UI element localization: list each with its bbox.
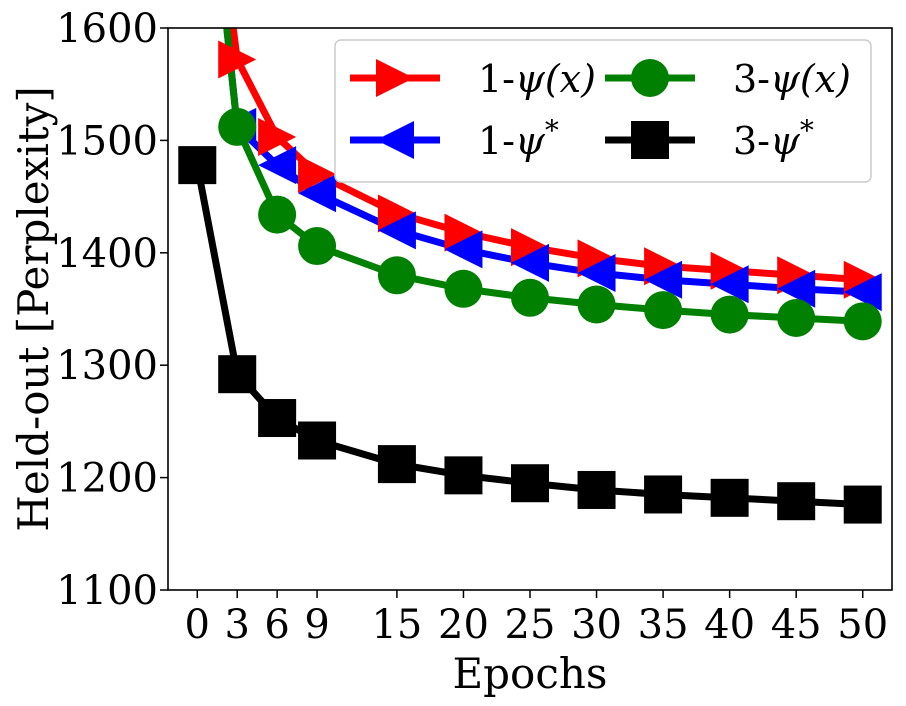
x-tick-label-1: 3: [224, 602, 249, 648]
series-3-point-11: [843, 485, 882, 524]
series-3-point-6: [511, 464, 549, 503]
series-3-point-2: [258, 399, 297, 438]
x-tick-label-6: 25: [505, 602, 556, 648]
series-3-point-8: [644, 475, 683, 514]
series-2-point-2: [258, 195, 297, 234]
series-2-point-3: [298, 227, 337, 266]
legend-label-0: 1-ψ(x): [478, 57, 596, 101]
legend: 1-ψ(x) 1-ψ* 3-ψ(x) 3-ψ*: [334, 39, 872, 183]
y-tick-label-5: 1600: [56, 6, 158, 52]
series-2-point-10: [777, 298, 816, 337]
series-3-point-7: [577, 470, 616, 509]
series-3-point-10: [777, 482, 816, 521]
series-2-point-9: [710, 295, 749, 334]
series-0-point-6: [511, 228, 549, 267]
series-3-point-1: [218, 355, 257, 394]
legend-marker-1: [376, 121, 414, 159]
series-1-point-4: [377, 211, 416, 250]
series-2-point-6: [511, 278, 549, 317]
series-line-3: [193, 161, 867, 509]
series-2-point-5: [444, 269, 483, 308]
series-1-point-8: [644, 260, 683, 299]
series-2-point-8: [644, 291, 683, 330]
x-tick-label-4: 15: [371, 602, 422, 648]
legend-marker-0: [376, 59, 414, 97]
series-0-point-2: [258, 118, 297, 157]
series-0-point-7: [577, 239, 616, 278]
x-tick-label-5: 20: [438, 602, 489, 648]
legend-marker-2: [631, 59, 669, 97]
x-tick-label-3: 9: [304, 602, 329, 648]
series-0-point-3: [298, 155, 337, 194]
legend-label-1: 1-ψ*: [478, 114, 559, 163]
series-3-point-0: [178, 146, 217, 185]
legend-marker-3: [631, 121, 669, 159]
series-2-point-11: [843, 302, 882, 341]
series-1-point-11: [843, 273, 882, 312]
series-0-point-4: [377, 194, 416, 233]
x-tick-label-0: 0: [185, 602, 210, 648]
y-tick-label-0: 1100: [56, 568, 158, 614]
x-tick-label-8: 35: [638, 602, 689, 648]
x-tick-label-10: 45: [771, 602, 822, 648]
series-1-point-9: [710, 265, 749, 304]
series-2-point-1: [218, 107, 257, 146]
series-1-point-2: [258, 146, 297, 185]
series-3-point-5: [444, 456, 483, 495]
series-1-point-5: [444, 230, 483, 269]
x-tick-label-2: 6: [264, 602, 289, 648]
series-1-point-10: [777, 269, 816, 308]
y-tick-label-4: 1500: [56, 118, 158, 164]
legend-box: [334, 39, 872, 183]
series-1-point-3: [298, 174, 337, 213]
x-axis-ticks: 0 3 6 9 15 20 25 30 35 40 45 50: [185, 590, 888, 648]
series-1-point-7: [577, 254, 616, 293]
x-tick-label-7: 30: [571, 602, 622, 648]
y-axis-label: Held-out [Perplexity]: [9, 86, 58, 532]
y-tick-label-2: 1300: [56, 343, 158, 389]
plot-markers: [178, 40, 882, 524]
x-axis-label: Epochs: [453, 649, 608, 698]
y-tick-label-3: 1400: [56, 231, 158, 277]
series-0-point-1: [218, 40, 257, 79]
y-tick-label-1: 1200: [56, 456, 158, 502]
series-3-point-3: [298, 421, 337, 460]
x-tick-label-11: 50: [837, 602, 888, 648]
x-tick-label-9: 40: [704, 602, 755, 648]
series-1-point-6: [511, 243, 549, 282]
series-3-point-9: [710, 478, 749, 517]
y-axis-ticks: 1100 1200 1300 1400 1500 1600: [56, 6, 168, 614]
legend-label-3: 3-ψ*: [733, 114, 814, 163]
series-2-point-7: [577, 285, 616, 324]
series-2-point-4: [377, 256, 416, 295]
series-3-point-4: [377, 445, 416, 484]
series-0-point-5: [444, 213, 483, 252]
legend-label-2: 3-ψ(x): [733, 57, 851, 101]
